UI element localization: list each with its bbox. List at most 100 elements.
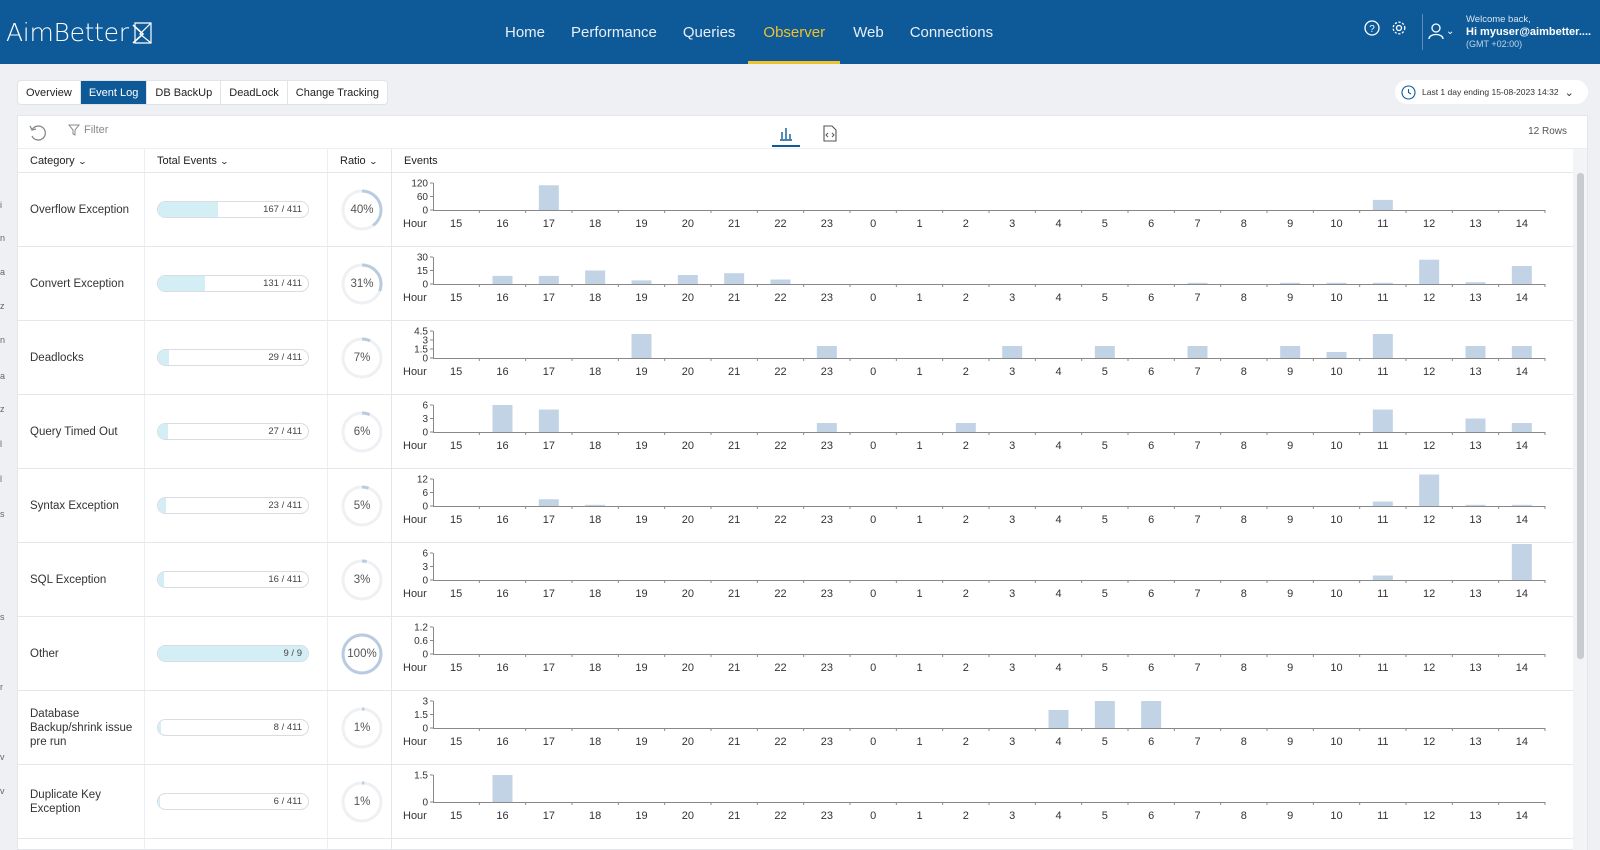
event-bar[interactable] <box>770 279 791 285</box>
event-bar[interactable] <box>538 275 559 284</box>
event-bar[interactable] <box>631 334 652 358</box>
event-bar[interactable] <box>1141 701 1162 728</box>
table-row[interactable]: Overflow Exception 167 / 411 40% 120 60 0 Hour… <box>18 173 1573 247</box>
event-bar[interactable] <box>1372 199 1393 210</box>
event-bar[interactable] <box>1280 346 1301 358</box>
user-menu[interactable]: ⌄ <box>1428 22 1454 40</box>
event-bar[interactable] <box>816 423 837 432</box>
subtab-event-log[interactable]: Event Log <box>80 81 148 104</box>
nav-queries[interactable]: Queries <box>682 23 736 41</box>
event-bar[interactable] <box>816 346 837 358</box>
table-row[interactable]: Duplicate Key Exception 6 / 411 1% 1.5 0 Hour… <box>18 765 1573 839</box>
table-row[interactable]: Query Timed Out 27 / 411 6% 6 3 0 Hour 15 16 17 18… <box>18 395 1573 469</box>
subtab-change-tracking[interactable]: Change Tracking <box>295 86 379 99</box>
x-tick-label: 4 <box>1055 514 1061 526</box>
event-bar[interactable] <box>1372 501 1393 507</box>
filter-button[interactable]: Filter <box>68 124 108 136</box>
x-tick-label: 4 <box>1055 440 1061 452</box>
event-bar[interactable] <box>1465 504 1486 506</box>
settings-gear-icon[interactable] <box>1391 20 1407 36</box>
x-tick-label: 22 <box>774 588 786 600</box>
event-bar[interactable] <box>1048 710 1069 728</box>
x-tick-label: 6 <box>1148 514 1154 526</box>
table-row[interactable]: SQL Exception 16 / 411 3% 6 3 0 Hour 15 16 17 18 19… <box>18 543 1573 617</box>
event-bar[interactable] <box>492 405 513 432</box>
event-bar[interactable] <box>492 775 513 802</box>
event-bar[interactable] <box>1419 474 1440 507</box>
nav-web[interactable]: Web <box>853 23 884 41</box>
event-bar[interactable] <box>585 504 606 506</box>
event-bar[interactable] <box>492 275 513 284</box>
table-row[interactable]: Database Backup/shrink issue pre run 8 / … <box>18 691 1573 765</box>
total-events-bar: 6 / 411 <box>157 793 309 810</box>
event-bar[interactable] <box>1511 544 1532 580</box>
x-tick-label: 9 <box>1287 662 1293 674</box>
x-tick-label: 11 <box>1377 662 1388 674</box>
scrollbar-thumb[interactable] <box>1577 173 1584 659</box>
event-bar[interactable] <box>1511 504 1532 506</box>
x-tick-label: 21 <box>728 218 740 230</box>
event-bar[interactable] <box>1280 282 1301 284</box>
x-tick-label: 10 <box>1330 662 1342 674</box>
subtab-overview[interactable]: Overview <box>18 81 81 104</box>
table-row[interactable]: Convert Exception 131 / 411 31% 30 15 0 Hour 15… <box>18 247 1573 321</box>
event-bar[interactable] <box>1465 418 1486 433</box>
table-row[interactable]: Other 9 / 9 100% 1.2 0.6 0 Hour 15 16 17 18 19 20 21 2… <box>18 617 1573 691</box>
code-view-toggle[interactable] <box>816 120 844 147</box>
event-bar[interactable] <box>1511 423 1532 432</box>
event-bar[interactable] <box>1372 334 1393 358</box>
x-tick-label: 15 <box>450 588 462 600</box>
event-bar[interactable] <box>724 273 745 284</box>
event-bar[interactable] <box>1187 346 1208 358</box>
event-bar[interactable] <box>1094 701 1115 728</box>
event-bar[interactable] <box>1002 346 1023 358</box>
scrollbar[interactable] <box>1573 149 1587 850</box>
event-bar[interactable] <box>1372 282 1393 284</box>
nav-home[interactable]: Home <box>505 23 546 41</box>
column-ratio[interactable]: Ratio ⌄ <box>328 149 392 173</box>
event-bar[interactable] <box>1511 346 1532 358</box>
event-bar[interactable] <box>585 270 606 285</box>
x-tick-label: 11 <box>1377 292 1388 304</box>
column-total-events[interactable]: Total Events ⌄ <box>145 149 328 173</box>
x-tick-label: 21 <box>728 588 740 600</box>
app-logo[interactable]: AimBetter <box>6 18 153 47</box>
event-bar[interactable] <box>1326 352 1347 358</box>
chart-view-toggle[interactable] <box>772 120 800 147</box>
event-bar[interactable] <box>1326 282 1347 284</box>
event-bar[interactable] <box>631 280 652 284</box>
event-bar[interactable] <box>955 423 976 432</box>
event-bar[interactable] <box>1511 266 1532 284</box>
x-tick-label: 5 <box>1102 292 1108 304</box>
table-row[interactable]: Syntax Exception 23 / 411 5% 12 6 0 Hour 15 16 17… <box>18 469 1573 543</box>
x-tick-label: 19 <box>635 440 647 452</box>
help-icon[interactable]: ? <box>1364 20 1380 36</box>
event-bar[interactable] <box>1465 282 1486 284</box>
event-bar[interactable] <box>538 499 559 506</box>
x-tick-label: 15 <box>450 218 462 230</box>
event-bar[interactable] <box>1419 259 1440 284</box>
event-bar[interactable] <box>1372 575 1393 581</box>
event-bar[interactable] <box>677 275 698 284</box>
x-tick-label: 20 <box>682 810 694 822</box>
event-bar[interactable] <box>1465 346 1486 358</box>
nav-performance[interactable]: Performance <box>571 23 657 41</box>
x-tick-label: 15 <box>450 736 462 748</box>
nav-connections[interactable]: Connections <box>909 23 994 41</box>
subtab-db-backup[interactable]: DB BackUp <box>147 81 222 104</box>
x-tick-label: 12 <box>1423 662 1435 674</box>
subtab-deadlock[interactable]: DeadLock <box>221 81 288 104</box>
event-bar[interactable] <box>1372 409 1393 433</box>
table-row[interactable]: Deadlocks 29 / 411 7% 4.5 3 1.5 0 Hour 15 16 17 18 1… <box>18 321 1573 395</box>
ratio-ring <box>341 411 383 453</box>
total-events-value: 6 / 411 <box>273 796 302 807</box>
column-category[interactable]: Category ⌄ <box>18 149 145 173</box>
event-bar[interactable] <box>538 409 559 433</box>
time-range-picker[interactable]: Last 1 day ending 15-08-2023 14:32 ⌄ <box>1395 80 1588 104</box>
event-bar[interactable] <box>1187 282 1208 284</box>
event-bar[interactable] <box>1094 346 1115 358</box>
nav-observer[interactable]: Observer <box>748 0 840 64</box>
event-bar[interactable] <box>538 185 559 210</box>
refresh-icon[interactable] <box>28 123 48 143</box>
